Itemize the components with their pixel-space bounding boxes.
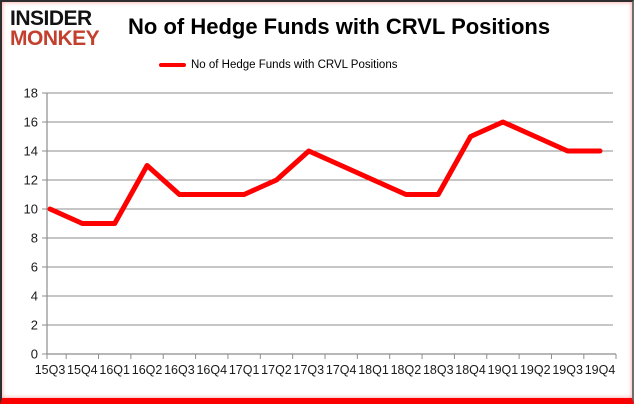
series-line [47,119,603,226]
x-axis-label: 15Q3 [35,363,66,377]
x-axis-label: 16Q2 [132,363,163,377]
x-axis-label: 17Q3 [294,363,325,377]
x-axis-label: 18Q4 [455,363,486,377]
legend-line-swatch [159,63,186,67]
x-axis-label: 16Q1 [99,363,130,377]
y-axis-label: 0 [31,347,38,362]
x-axis-label: 17Q2 [261,363,292,377]
y-axis-label: 2 [31,318,38,333]
y-axis-label: 8 [31,231,38,246]
y-axis-label: 12 [24,173,38,188]
x-axis-label: 17Q1 [229,363,260,377]
x-axis-label: 18Q1 [358,363,389,377]
chart-title: No of Hedge Funds with CRVL Positions [128,14,551,39]
x-axis-label: 19Q2 [520,363,551,377]
legend: No of Hedge Funds with CRVL Positions [159,59,397,71]
y-axis-label: 6 [31,260,38,275]
y-axis-label: 18 [24,86,38,101]
logo-line-monkey: MONKEY [10,26,100,50]
x-axis-label: 18Q3 [423,363,454,377]
x-axis-label: 16Q3 [164,363,195,377]
y-axis-label: 4 [31,289,38,304]
x-axis-label: 17Q4 [326,363,357,377]
y-axis-label: 10 [24,202,38,217]
x-axis-label: 19Q3 [552,363,583,377]
legend-label: No of Hedge Funds with CRVL Positions [191,59,398,71]
y-axis-label: 16 [24,115,38,130]
x-axis-label: 19Q1 [488,363,519,377]
insider-monkey-logo: INSIDER MONKEY [10,7,100,50]
x-axis-label: 18Q2 [391,363,422,377]
logo-line-insider: INSIDER [10,7,92,30]
x-axis-label: 16Q4 [196,363,227,377]
x-axis-label: 15Q4 [67,363,98,377]
x-axis-label: 19Q4 [585,363,616,377]
y-axis-label: 14 [24,144,38,159]
